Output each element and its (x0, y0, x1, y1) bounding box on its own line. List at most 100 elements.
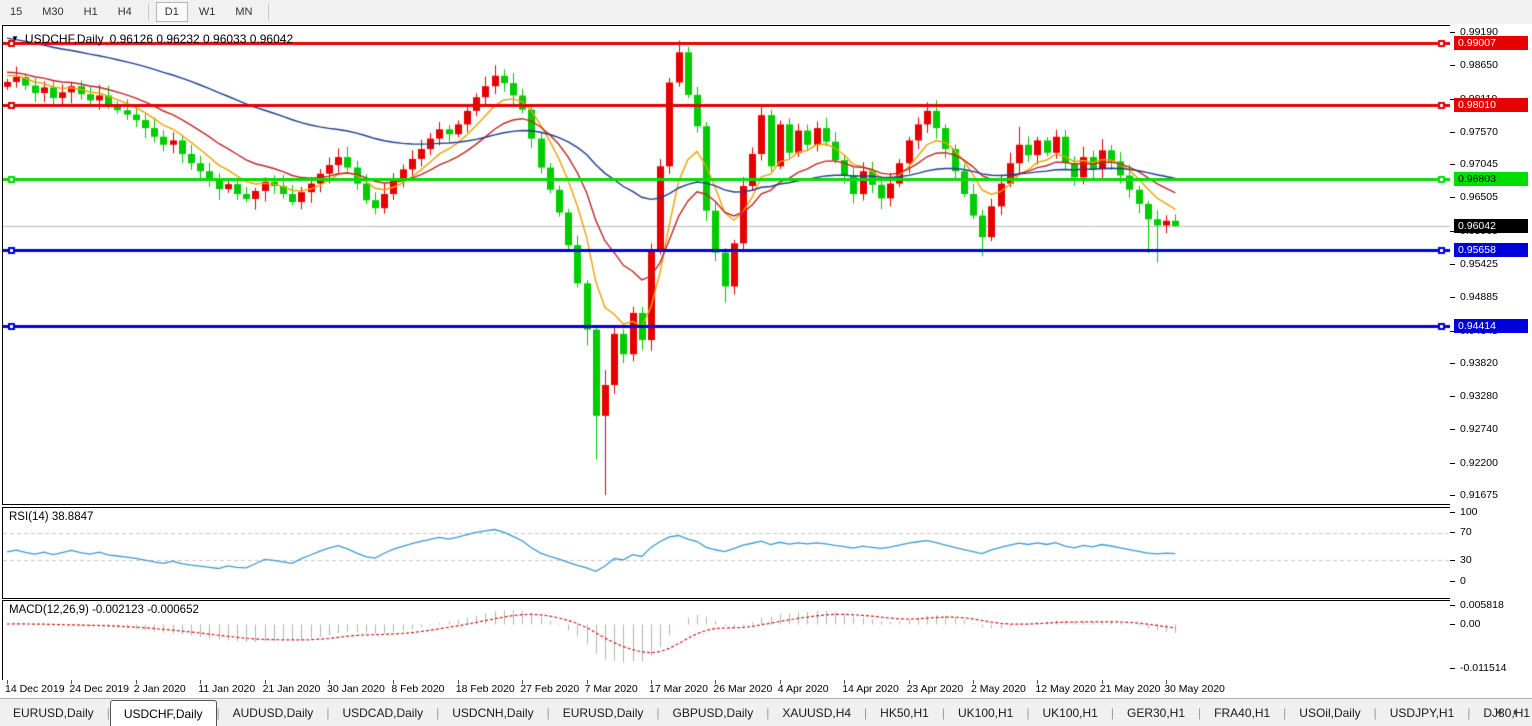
timeframe-button-H4[interactable]: H4 (117, 6, 132, 18)
axis-tick (1450, 429, 1455, 431)
axis-tick (1450, 164, 1455, 166)
date-tick (329, 680, 330, 684)
tab-separator: | (1110, 705, 1114, 720)
timeframe-button-15[interactable]: 15 (10, 6, 23, 18)
axis-tick (1450, 581, 1455, 582)
date-tick (651, 680, 652, 684)
axis-tick (1450, 263, 1455, 265)
rsi-panel: RSI(14) 38.8847 (2, 507, 1453, 599)
date-tick (908, 680, 910, 684)
toolbar-separator (147, 3, 149, 21)
date-axis-label: 17 Mar 2020 (649, 683, 708, 695)
chart-tab-EURUSD-Daily[interactable]: EURUSD,Daily (13, 705, 94, 720)
timeframe-button-W1[interactable]: W1 (198, 6, 216, 18)
timeframe-button-H1[interactable]: H1 (83, 6, 98, 18)
axis-tick (1450, 396, 1455, 398)
rsi-axis-label: 70 (1460, 526, 1472, 538)
macd-canvas[interactable] (3, 601, 1450, 678)
tab-scroll-right[interactable]: ► (1512, 707, 1521, 717)
date-tick (200, 680, 202, 684)
hline-price-badge: 0.94414 (1454, 319, 1528, 334)
tab-separator: | (106, 705, 110, 720)
axis-tick (1450, 131, 1455, 133)
price-axis-label: 0.91675 (1460, 489, 1498, 501)
price-axis-label: 0.99190 (1460, 26, 1498, 38)
chart-tab-bar: EURUSD,Daily | USDCHF,Daily | AUDUSD,Daily | U… (0, 698, 1532, 726)
tab-separator: | (864, 705, 868, 720)
chart-tab-UK100-H1[interactable]: UK100,H1 (957, 705, 1014, 720)
chart-tab-EURUSD-Daily[interactable]: EURUSD,Daily (562, 705, 644, 720)
rsi-axis-label: 0 (1460, 575, 1466, 587)
date-axis-label: 23 Apr 2020 (906, 683, 964, 695)
date-tick (1101, 680, 1103, 684)
price-axis-label: 0.92200 (1460, 456, 1498, 469)
tab-separator: | (1467, 705, 1471, 720)
rsi-canvas[interactable] (3, 508, 1450, 596)
bid-price-badge: 0.96042 (1454, 218, 1528, 233)
date-tick (715, 680, 717, 684)
tab-separator: | (216, 705, 220, 720)
date-axis-label: 30 May 2020 (1164, 683, 1225, 695)
date-axis-label: 2 Jan 2020 (133, 683, 186, 695)
chart-tab-USDCNH-Daily[interactable]: USDCNH,Daily (452, 705, 534, 720)
tab-separator: | (326, 705, 330, 720)
macd-panel: MACD(12,26,9) -0.002123 -0.000652 (2, 600, 1453, 681)
tab-separator: | (656, 705, 660, 720)
price-axis: 0.991900.986500.981100.975700.970450.965… (1450, 24, 1532, 680)
chart-tab-GBPUSD-Daily[interactable]: GBPUSD,Daily (672, 705, 754, 720)
chart-tab-USDJPY-H1[interactable]: USDJPY,H1 (1389, 705, 1455, 720)
timeframe-button-MN[interactable]: MN (235, 6, 253, 18)
chart-tab-AUDUSD-Daily[interactable]: AUDUSD,Daily (232, 705, 314, 720)
timeframe-button-D1[interactable]: D1 (155, 2, 188, 22)
price-axis-label: 0.97570 (1460, 125, 1498, 138)
tab-separator: | (941, 705, 945, 720)
date-axis-label: 26 Mar 2020 (713, 683, 773, 695)
date-tick (522, 680, 524, 684)
chart-tab-UK100-H1[interactable]: UK100,H1 (1042, 705, 1098, 720)
date-axis-label: 18 Feb 2020 (455, 683, 515, 695)
chart-tab-XAUUSD-H4[interactable]: XAUUSD,H4 (782, 705, 852, 720)
date-tick (1166, 680, 1168, 684)
tab-scroll-left[interactable]: ◄ (1494, 707, 1503, 717)
toolbar-separator (268, 3, 270, 21)
timeframe-toolbar: 15 M30 H1 H4 D1 W1 MN (0, 0, 1532, 25)
chart-tab-GER30-H1[interactable]: GER30,H1 (1126, 705, 1186, 720)
date-axis-label: 24 Dec 2019 (69, 683, 129, 695)
axis-tick (1450, 65, 1455, 67)
tab-separator: | (1198, 705, 1202, 720)
chart-tab-DJ30-H1[interactable]: DJ30,H1 (1483, 705, 1531, 720)
tab-separator: | (436, 705, 440, 720)
rsi-label: RSI(14) 38.8847 (9, 511, 94, 523)
chart-tab-USDCHF-Daily[interactable]: USDCHF,Daily (109, 700, 217, 726)
price-axis-label: 0.93820 (1460, 356, 1498, 369)
price-chart-canvas[interactable] (3, 26, 1450, 502)
chart-tab-USDCAD-Daily[interactable]: USDCAD,Daily (342, 705, 424, 720)
axis-tick (1450, 32, 1455, 33)
chart-dropdown-icon[interactable]: ▼ (11, 34, 19, 43)
axis-tick (1450, 605, 1455, 606)
date-axis-label: 21 Jan 2020 (262, 683, 321, 695)
chart-tab-USOil-Daily[interactable]: USOil,Daily (1299, 705, 1361, 720)
date-tick (973, 680, 974, 684)
tab-separator: | (1026, 705, 1030, 720)
macd-label: MACD(12,26,9) -0.002123 -0.000652 (9, 604, 199, 616)
date-axis-label: 8 Feb 2020 (391, 683, 445, 695)
chart-tab-FRA40-H1[interactable]: FRA40,H1 (1214, 705, 1271, 720)
chart-tab-HK50-H1[interactable]: HK50,H1 (880, 705, 929, 720)
axis-tick (1450, 462, 1455, 464)
axis-tick (1450, 330, 1455, 332)
date-axis-label: 30 Jan 2020 (327, 683, 385, 695)
price-axis-label: 0.92740 (1460, 423, 1498, 436)
price-axis-label: 0.93280 (1460, 390, 1498, 403)
date-tick (586, 680, 588, 684)
date-tick (71, 680, 73, 684)
date-axis-label: 27 Feb 2020 (520, 683, 580, 695)
hline-price-badge: 0.98010 (1454, 97, 1528, 112)
macd-axis-label: 0.00 (1460, 618, 1481, 630)
date-tick (393, 680, 395, 684)
tab-separator: | (1373, 705, 1377, 720)
date-tick (1037, 680, 1039, 684)
axis-tick (1450, 668, 1455, 669)
timeframe-button-M30[interactable]: M30 (42, 6, 64, 18)
axis-tick (1450, 297, 1455, 299)
